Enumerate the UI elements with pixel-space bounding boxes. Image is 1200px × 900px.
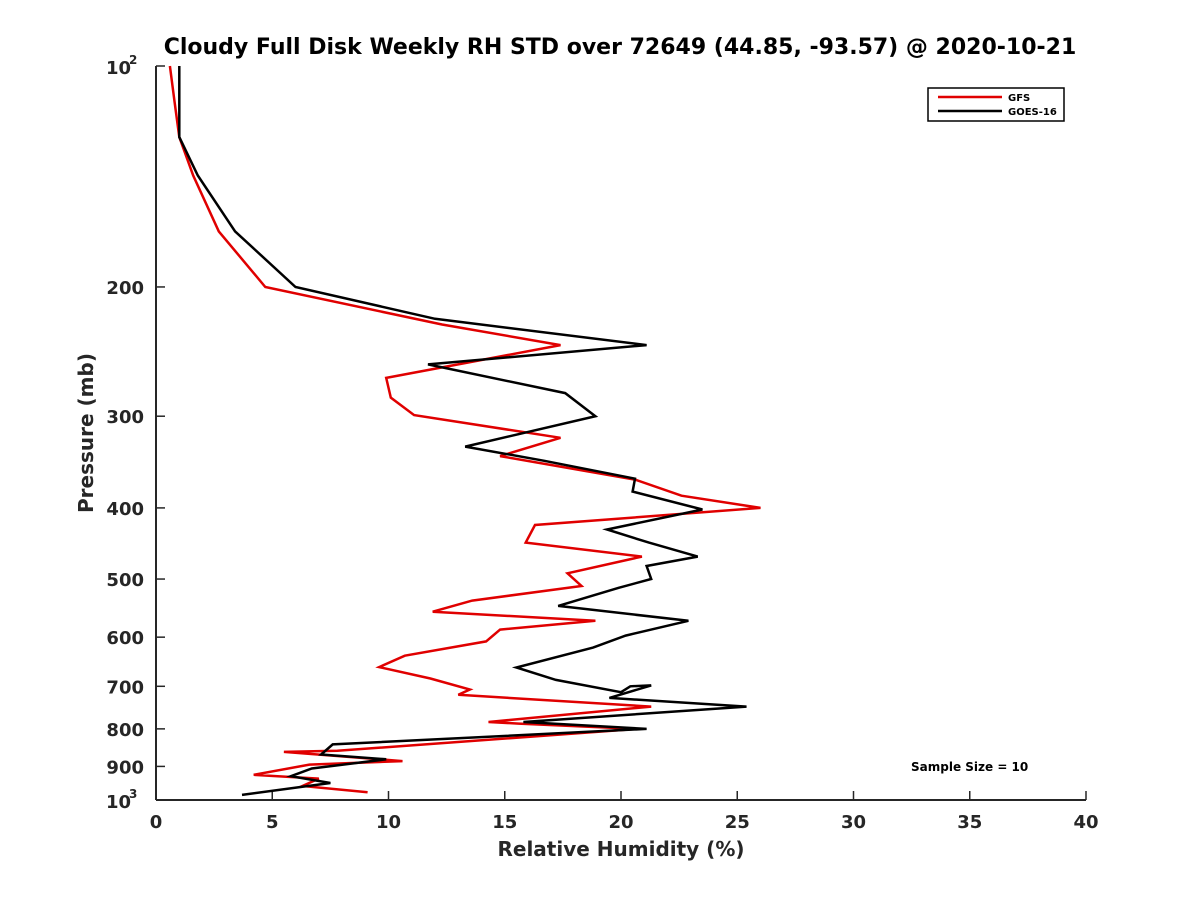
legend: GFS GOES-16: [927, 87, 1065, 122]
y-tick-label: 800: [106, 720, 144, 741]
y-tick-label: 10: [106, 58, 131, 79]
legend-label-goes16: GOES-16: [1008, 107, 1057, 118]
x-axis-ticks: 0 5 10 15 20 25 30 35 40: [150, 791, 1099, 833]
y-tick-label: 400: [106, 499, 144, 520]
x-tick-label: 25: [725, 812, 750, 833]
y-tick-label: 300: [106, 407, 144, 428]
x-tick-label: 30: [841, 812, 866, 833]
x-tick-label: 20: [608, 812, 633, 833]
x-tick-label: 10: [376, 812, 401, 833]
x-tick-label: 15: [492, 812, 517, 833]
x-tick-label: 40: [1073, 812, 1098, 833]
x-tick-label: 35: [957, 812, 982, 833]
y-tick-exponent: 2: [129, 53, 137, 67]
y-tick-label: 200: [106, 278, 144, 299]
sample-size-annotation: Sample Size = 10: [911, 760, 1028, 774]
y-tick-label: 10: [106, 792, 131, 813]
y-tick-label: 500: [106, 570, 144, 591]
plot-area: [155, 66, 1086, 801]
y-tick-label: 600: [106, 628, 144, 649]
y-axis-label: Pressure (mb): [74, 353, 98, 513]
y-tick-label: 700: [106, 677, 144, 698]
y-tick-label: 900: [106, 757, 144, 778]
legend-label-gfs: GFS: [1008, 93, 1030, 104]
series-layer: [168, 65, 761, 797]
y-tick-exponent: 3: [129, 787, 137, 801]
x-tick-label: 0: [150, 812, 163, 833]
legend-box: [927, 87, 1065, 122]
x-tick-label: 5: [266, 812, 279, 833]
x-axis-label: Relative Humidity (%): [497, 837, 744, 861]
series-line-gfs: [168, 65, 761, 794]
chart-title: Cloudy Full Disk Weekly RH STD over 7264…: [164, 35, 1077, 60]
series-line-goes16: [178, 66, 747, 797]
